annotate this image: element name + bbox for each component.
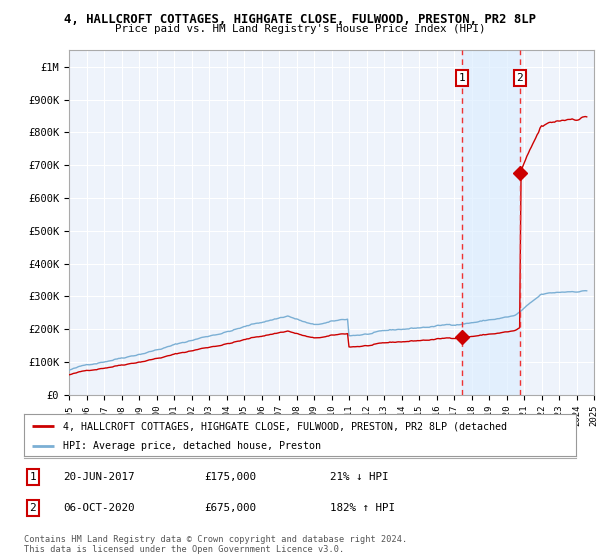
Text: 06-OCT-2020: 06-OCT-2020	[63, 503, 134, 513]
Text: 4, HALLCROFT COTTAGES, HIGHGATE CLOSE, FULWOOD, PRESTON, PR2 8LP (detached: 4, HALLCROFT COTTAGES, HIGHGATE CLOSE, F…	[62, 421, 506, 431]
Text: 21% ↓ HPI: 21% ↓ HPI	[330, 472, 389, 482]
Text: 1: 1	[29, 472, 37, 482]
Text: HPI: Average price, detached house, Preston: HPI: Average price, detached house, Pres…	[62, 441, 320, 451]
Text: 20-JUN-2017: 20-JUN-2017	[63, 472, 134, 482]
Text: 4, HALLCROFT COTTAGES, HIGHGATE CLOSE, FULWOOD, PRESTON, PR2 8LP: 4, HALLCROFT COTTAGES, HIGHGATE CLOSE, F…	[64, 13, 536, 26]
Text: 2: 2	[29, 503, 37, 513]
Text: £675,000: £675,000	[204, 503, 256, 513]
Text: Price paid vs. HM Land Registry's House Price Index (HPI): Price paid vs. HM Land Registry's House …	[115, 24, 485, 34]
Bar	[462, 50, 520, 395]
Text: £175,000: £175,000	[204, 472, 256, 482]
Text: 2: 2	[517, 73, 523, 83]
Text: Contains HM Land Registry data © Crown copyright and database right 2024.
This d: Contains HM Land Registry data © Crown c…	[24, 535, 407, 554]
Text: 1: 1	[459, 73, 466, 83]
Text: 182% ↑ HPI: 182% ↑ HPI	[330, 503, 395, 513]
